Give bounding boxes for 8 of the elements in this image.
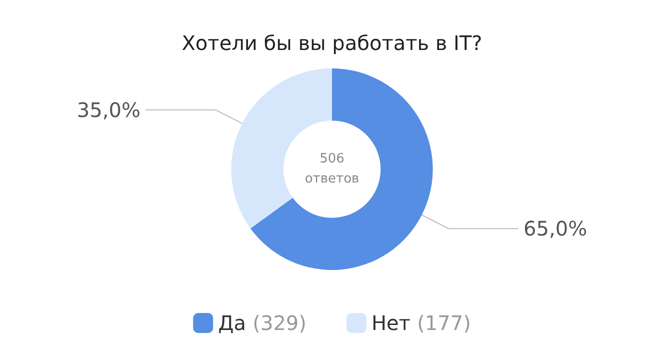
data-label: 35,0% [76,98,140,122]
text: (177) [417,311,471,335]
chart-title: Хотели бы вы работать в IT? [182,31,482,55]
text: 506 ответов [304,152,360,186]
legend-label: Нет [371,311,411,335]
legend-label: Да [218,311,246,335]
text: (329) [252,311,306,335]
data-label: 65,0% [524,216,588,241]
